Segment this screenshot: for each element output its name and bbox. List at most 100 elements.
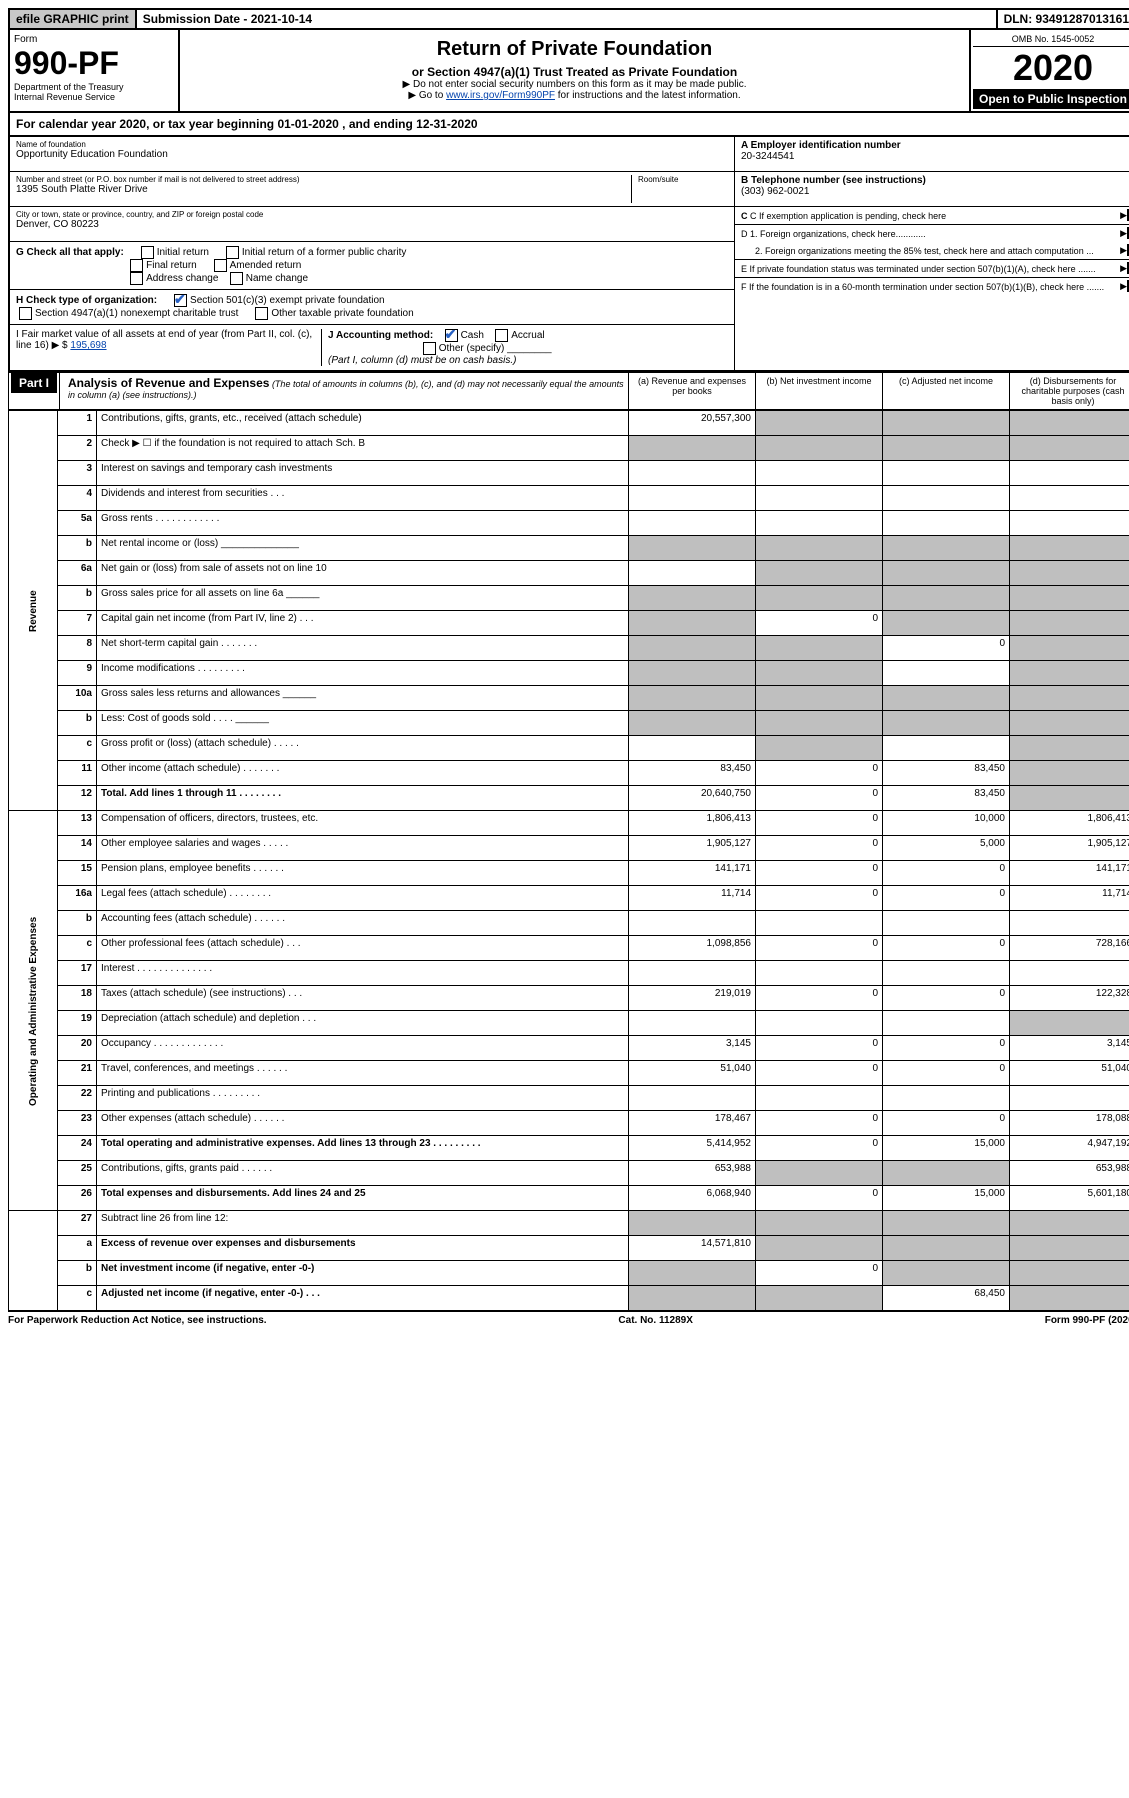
chk-other-acct[interactable]: [423, 342, 436, 355]
form-title: Return of Private Foundation: [188, 38, 961, 61]
cell: 83,450: [629, 761, 756, 786]
chk-cash[interactable]: [445, 329, 458, 342]
table-row: 21Travel, conferences, and meetings . . …: [9, 1061, 1129, 1086]
ein-value: 20-3244541: [741, 151, 1129, 162]
line-num: 24: [58, 1136, 97, 1161]
cell: 0: [883, 886, 1010, 911]
part1-header-row: Part I Analysis of Revenue and Expenses …: [8, 372, 1129, 410]
chk-amended[interactable]: [214, 259, 227, 272]
table-row: 20Occupancy . . . . . . . . . . . . .3,1…: [9, 1036, 1129, 1061]
line-desc: Printing and publications . . . . . . . …: [97, 1086, 629, 1111]
line-desc: Net gain or (loss) from sale of assets n…: [97, 561, 629, 586]
cell: 5,601,180: [1010, 1186, 1129, 1211]
cell: [756, 511, 883, 536]
cell: [1010, 636, 1129, 661]
cell: [1010, 436, 1129, 461]
table-row: 24Total operating and administrative exp…: [9, 1136, 1129, 1161]
cell: [1010, 1236, 1129, 1261]
cell: [629, 486, 756, 511]
cell: [883, 686, 1010, 711]
cell: [883, 961, 1010, 986]
cell: 141,171: [1010, 861, 1129, 886]
d2-label: 2. Foreign organizations meeting the 85%…: [741, 246, 1094, 256]
foundation-name: Opportunity Education Foundation: [16, 149, 728, 160]
line-num: b: [58, 911, 97, 936]
line-desc: Capital gain net income (from Part IV, l…: [97, 611, 629, 636]
cell: 4,947,192: [1010, 1136, 1129, 1161]
chk-initial-former[interactable]: [226, 246, 239, 259]
chk-final[interactable]: [130, 259, 143, 272]
chk-name[interactable]: [230, 272, 243, 285]
line-num: 12: [58, 786, 97, 811]
cell: 10,000: [883, 811, 1010, 836]
form-header: Form 990-PF Department of the Treasury I…: [8, 30, 1129, 113]
line-desc: Contributions, gifts, grants paid . . . …: [97, 1161, 629, 1186]
cell: 0: [756, 1136, 883, 1161]
table-row: 17Interest . . . . . . . . . . . . . .: [9, 961, 1129, 986]
cell: [756, 561, 883, 586]
form-link[interactable]: www.irs.gov/Form990PF: [446, 90, 555, 101]
table-row: cOther professional fees (attach schedul…: [9, 936, 1129, 961]
chk-4947[interactable]: [19, 307, 32, 320]
phone-label: B Telephone number (see instructions): [741, 175, 1129, 186]
line-desc: Subtract line 26 from line 12:: [97, 1211, 629, 1236]
table-row: 27Subtract line 26 from line 12:: [9, 1211, 1129, 1236]
chk-address[interactable]: [130, 272, 143, 285]
cell: 15,000: [883, 1136, 1010, 1161]
line-num: 2: [58, 436, 97, 461]
table-row: 4Dividends and interest from securities …: [9, 486, 1129, 511]
line-desc: Adjusted net income (if negative, enter …: [97, 1286, 629, 1311]
cell: 0: [756, 811, 883, 836]
cell: 178,467: [629, 1111, 756, 1136]
cell: 0: [883, 1061, 1010, 1086]
table-row: 23Other expenses (attach schedule) . . .…: [9, 1111, 1129, 1136]
cell: [756, 486, 883, 511]
line-num: 7: [58, 611, 97, 636]
efile-label: efile GRAPHIC print: [10, 10, 135, 28]
line-num: 16a: [58, 886, 97, 911]
name-label: Name of foundation: [16, 140, 728, 149]
cell: [629, 1286, 756, 1311]
cell: [1010, 536, 1129, 561]
section-i-j: I Fair market value of all assets at end…: [10, 325, 734, 370]
cell: 83,450: [883, 786, 1010, 811]
cell: [756, 1286, 883, 1311]
line-num: 17: [58, 961, 97, 986]
cell: [756, 1011, 883, 1036]
table-row: 7Capital gain net income (from Part IV, …: [9, 611, 1129, 636]
table-row: 8Net short-term capital gain . . . . . .…: [9, 636, 1129, 661]
table-row: 9Income modifications . . . . . . . . .: [9, 661, 1129, 686]
chk-501c3[interactable]: [174, 294, 187, 307]
cell: 0: [756, 986, 883, 1011]
fmv-value[interactable]: 195,698: [70, 340, 106, 351]
chk-initial[interactable]: [141, 246, 154, 259]
cell: [756, 736, 883, 761]
cell: [883, 1086, 1010, 1111]
cell: [883, 411, 1010, 436]
cell: [1010, 786, 1129, 811]
footer-mid: Cat. No. 11289X: [618, 1315, 692, 1326]
room-label: Room/suite: [638, 175, 728, 184]
top-bar: efile GRAPHIC print Submission Date - 20…: [8, 8, 1129, 30]
footer-left: For Paperwork Reduction Act Notice, see …: [8, 1315, 267, 1326]
cell: 0: [883, 636, 1010, 661]
cell: 83,450: [883, 761, 1010, 786]
cell: 0: [756, 1261, 883, 1286]
chk-accrual[interactable]: [495, 329, 508, 342]
cell: 0: [756, 611, 883, 636]
cell: [756, 1086, 883, 1111]
col-b-header: (b) Net investment income: [756, 373, 883, 409]
cell: 0: [756, 936, 883, 961]
table-row: 10aGross sales less returns and allowanc…: [9, 686, 1129, 711]
form-subtitle: or Section 4947(a)(1) Trust Treated as P…: [188, 65, 961, 79]
section-h: H Check type of organization: Section 50…: [10, 290, 734, 325]
line-desc: Total. Add lines 1 through 11 . . . . . …: [97, 786, 629, 811]
cell: [756, 661, 883, 686]
cell: [756, 711, 883, 736]
cell: [883, 611, 1010, 636]
line-desc: Other professional fees (attach schedule…: [97, 936, 629, 961]
cell: [629, 911, 756, 936]
cell: [883, 1261, 1010, 1286]
cell: [756, 1161, 883, 1186]
chk-other-tax[interactable]: [255, 307, 268, 320]
